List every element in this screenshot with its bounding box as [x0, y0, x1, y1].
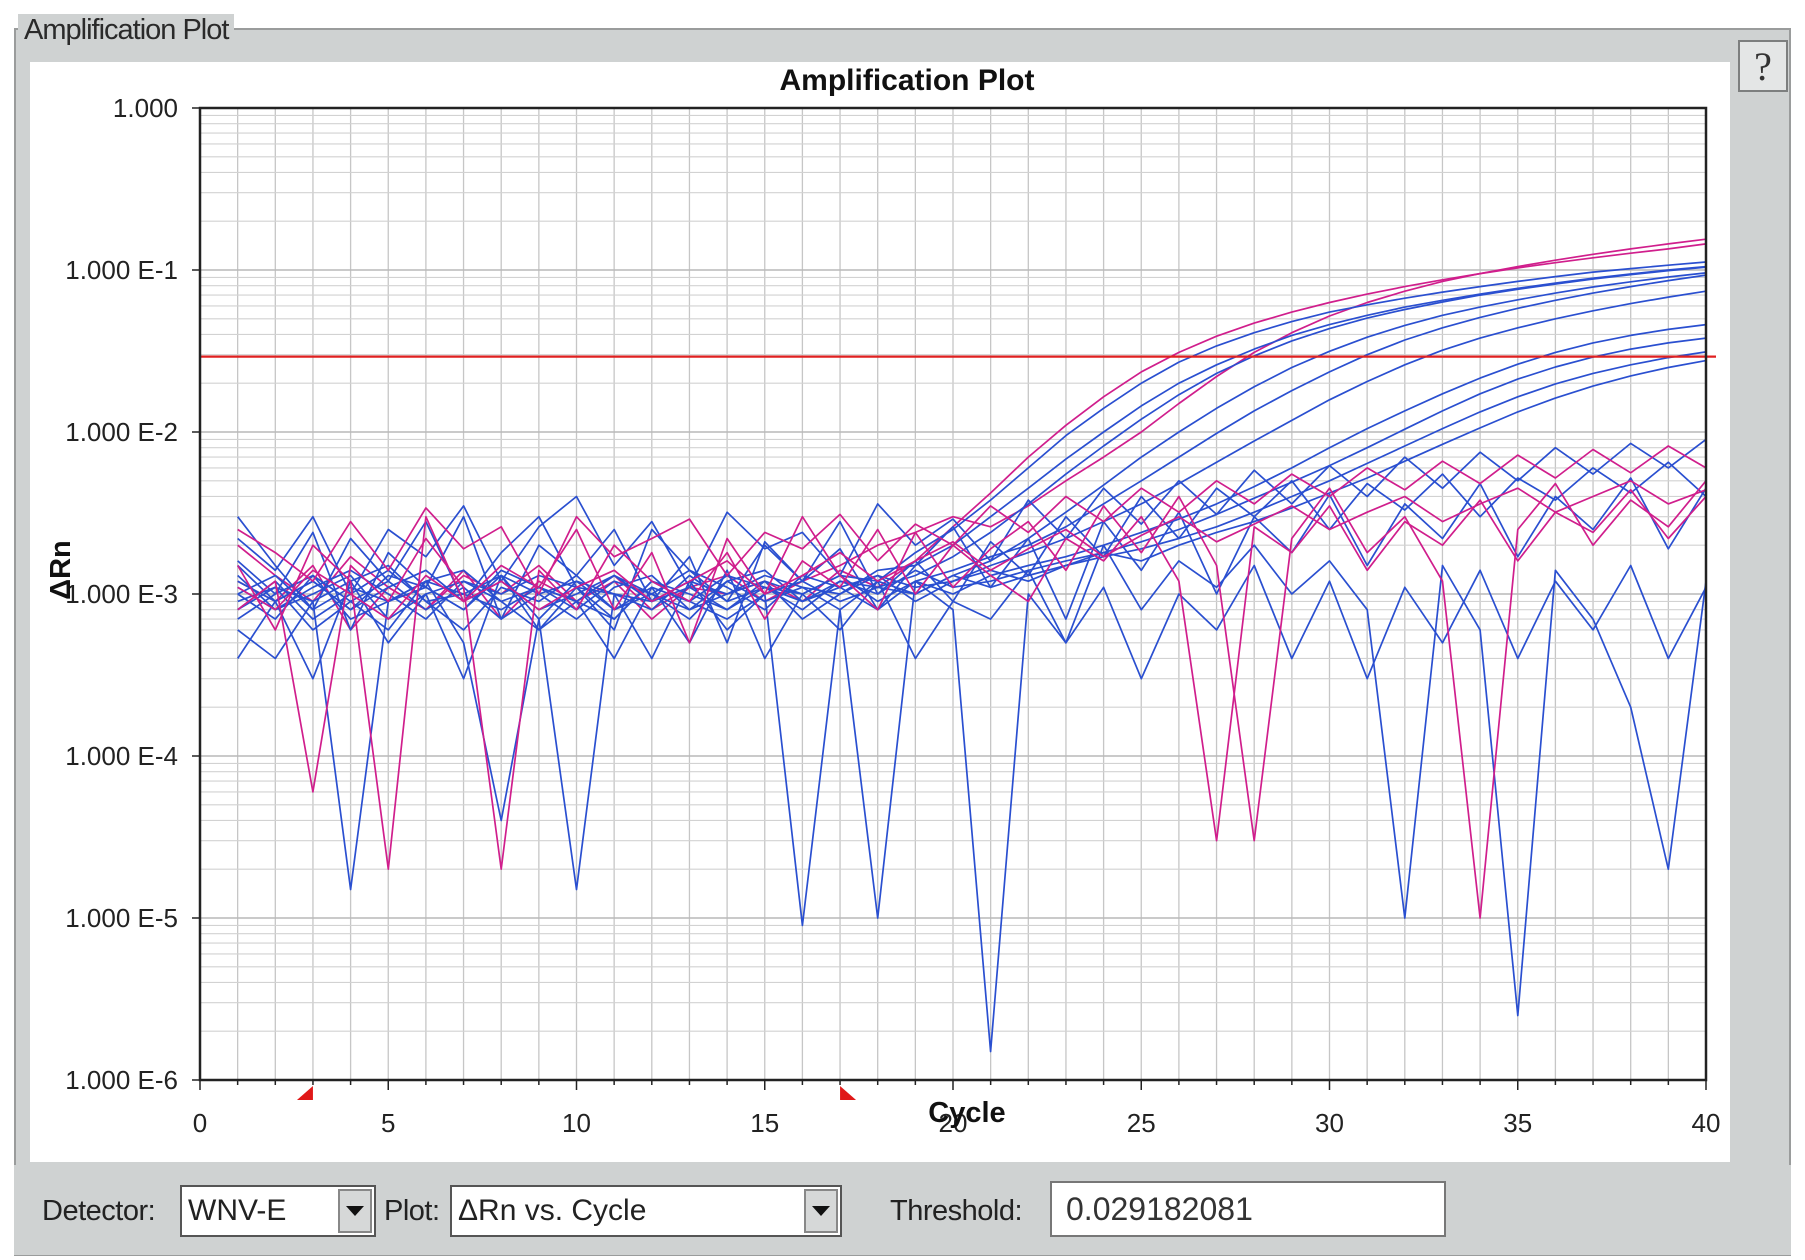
series-layer: [236, 238, 1707, 1053]
help-button[interactable]: ?: [1738, 40, 1788, 92]
chart-title: Amplification Plot: [780, 64, 1035, 97]
series-line-16: [236, 564, 1707, 680]
y-axis-label: ΔRn: [45, 540, 77, 600]
y-tick-label: 1.000 E-1: [65, 255, 178, 285]
x-tick-label: 25: [1127, 1108, 1156, 1138]
axis-layer: 0 5 10 15 20 25 30 35 40 1.000 1.000 E-1 1.000 E-2 1…: [65, 93, 1720, 1138]
x-tick-label: 35: [1503, 1108, 1532, 1138]
detector-select[interactable]: WNV-E: [180, 1185, 376, 1237]
x-tick-label: 0: [193, 1108, 207, 1138]
y-tick-label: 1.000 E-2: [65, 417, 178, 447]
threshold-input[interactable]: 0.029182081: [1050, 1181, 1446, 1237]
controls-bar: Detector: WNV-E Plot: ΔRn vs. Cycle Thre…: [14, 1165, 1791, 1255]
series-line-11: [237, 351, 1707, 620]
detector-value: WNV-E: [188, 1194, 287, 1227]
series-line-14: [237, 461, 1707, 631]
chevron-down-icon: [346, 1206, 364, 1216]
amplification-chart: 0 5 10 15 20 25 30 35 40 1.000 1.000 E-1 1.000 E-2 1…: [45, 64, 1720, 1138]
plot-dropdown-button[interactable]: [804, 1189, 838, 1233]
x-tick-label: 15: [750, 1108, 779, 1138]
plot-label: Plot:: [384, 1195, 440, 1227]
series-line-8: [237, 290, 1707, 620]
series-line-18: [236, 480, 1707, 919]
x-tick-label: 10: [562, 1108, 591, 1138]
series-line-13: [237, 544, 1707, 1053]
detector-label: Detector:: [42, 1195, 156, 1227]
series-line-19: [237, 488, 1707, 871]
y-tick-label: 1.000 E-6: [65, 1065, 178, 1095]
series-line-2: [237, 238, 1707, 620]
window-title: Amplification Plot: [18, 14, 235, 47]
chevron-down-icon: [812, 1206, 830, 1216]
y-tick-label: 1.000 E-4: [65, 741, 178, 771]
plot-select[interactable]: ΔRn vs. Cycle: [450, 1185, 842, 1237]
plot-panel: 0 5 10 15 20 25 30 35 40 1.000 1.000 E-1 1.000 E-2 1…: [30, 62, 1730, 1162]
series-line-4: [237, 265, 1707, 631]
y-tick-label: 1.000 E-3: [65, 579, 178, 609]
baseline-marker: [296, 1086, 313, 1100]
series-line-20: [237, 445, 1707, 595]
x-tick-label: 5: [381, 1108, 395, 1138]
x-tick-label: 30: [1315, 1108, 1344, 1138]
series-line-10: [237, 337, 1707, 620]
x-tick-label: 40: [1692, 1108, 1721, 1138]
series-line-12: [237, 359, 1707, 611]
x-axis-label: Cycle: [928, 1097, 1005, 1129]
baseline-marker: [840, 1086, 857, 1100]
detector-dropdown-button[interactable]: [338, 1189, 372, 1233]
series-line-17: [237, 438, 1707, 595]
y-tick-label: 1.000 E-5: [65, 903, 178, 933]
series-line-21: [237, 479, 1707, 620]
x-tick-label: 20: [939, 1108, 968, 1138]
y-tick-label: 1.000: [113, 93, 178, 123]
threshold-label: Threshold:: [890, 1195, 1023, 1227]
series-line-3: [237, 261, 1707, 631]
plot-value: ΔRn vs. Cycle: [458, 1194, 647, 1227]
